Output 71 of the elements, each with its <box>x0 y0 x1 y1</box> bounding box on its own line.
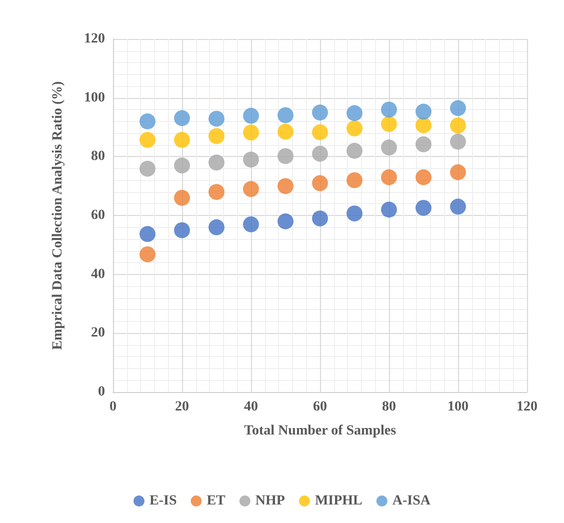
point <box>278 178 294 194</box>
point <box>312 124 328 140</box>
point <box>346 172 362 188</box>
point <box>208 219 224 236</box>
legend-label: ET <box>206 494 226 508</box>
y-tick-label: 0 <box>98 384 105 400</box>
point <box>208 128 224 144</box>
point <box>140 160 156 177</box>
point <box>174 190 190 206</box>
point <box>450 164 466 180</box>
point <box>312 210 328 226</box>
point <box>381 116 397 132</box>
point <box>312 146 328 162</box>
legend-label: MIPHL <box>314 494 362 508</box>
x-tick-label: 120 <box>516 400 538 414</box>
y-tick-label: 100 <box>84 90 105 106</box>
point <box>278 213 294 230</box>
point <box>346 105 362 122</box>
point <box>243 108 259 124</box>
point <box>450 117 466 134</box>
point <box>450 134 466 150</box>
point <box>174 222 190 238</box>
point <box>208 110 224 127</box>
point <box>243 216 259 232</box>
legend-label: NHP <box>255 494 286 508</box>
point <box>346 142 362 159</box>
y-tick-label: 20 <box>91 326 105 341</box>
y-tick-label: 80 <box>91 149 105 164</box>
point <box>346 120 362 136</box>
point <box>278 148 294 164</box>
point <box>416 104 432 120</box>
point <box>208 184 224 200</box>
point <box>243 181 259 198</box>
point <box>416 136 432 152</box>
point <box>346 205 362 222</box>
point <box>174 132 190 148</box>
point <box>278 107 294 124</box>
point <box>243 152 259 168</box>
point <box>450 198 466 215</box>
point <box>278 124 294 140</box>
point <box>450 100 466 116</box>
point <box>312 175 328 192</box>
point <box>381 202 397 218</box>
point <box>208 154 224 171</box>
point <box>140 132 156 148</box>
x-tick-label: 80 <box>382 400 396 414</box>
point <box>381 102 397 118</box>
y-axis-title: Emprical Data Collection Analysis Ratio (%) <box>50 80 66 350</box>
x-tick-label: 60 <box>313 400 327 414</box>
point <box>174 157 190 174</box>
point <box>140 246 156 262</box>
point <box>140 113 156 130</box>
point <box>416 200 432 216</box>
x-tick-label: 0 <box>110 400 116 414</box>
point <box>174 110 190 126</box>
point <box>416 117 432 134</box>
y-tick-label: 120 <box>84 32 105 46</box>
x-tick-label: 100 <box>448 400 468 414</box>
point <box>416 169 432 186</box>
point <box>312 104 328 121</box>
point <box>381 169 397 186</box>
point <box>140 226 156 242</box>
legend-label: E-IS <box>149 494 177 508</box>
point <box>243 124 259 141</box>
x-axis-title: Total Number of Samples <box>244 424 397 438</box>
point <box>381 140 397 156</box>
x-tick-label: 20 <box>175 400 189 414</box>
y-tick-label: 40 <box>91 266 105 282</box>
x-tick-label: 40 <box>244 400 258 414</box>
y-tick-label: 60 <box>91 208 105 223</box>
legend-label: A-ISA <box>392 494 432 508</box>
